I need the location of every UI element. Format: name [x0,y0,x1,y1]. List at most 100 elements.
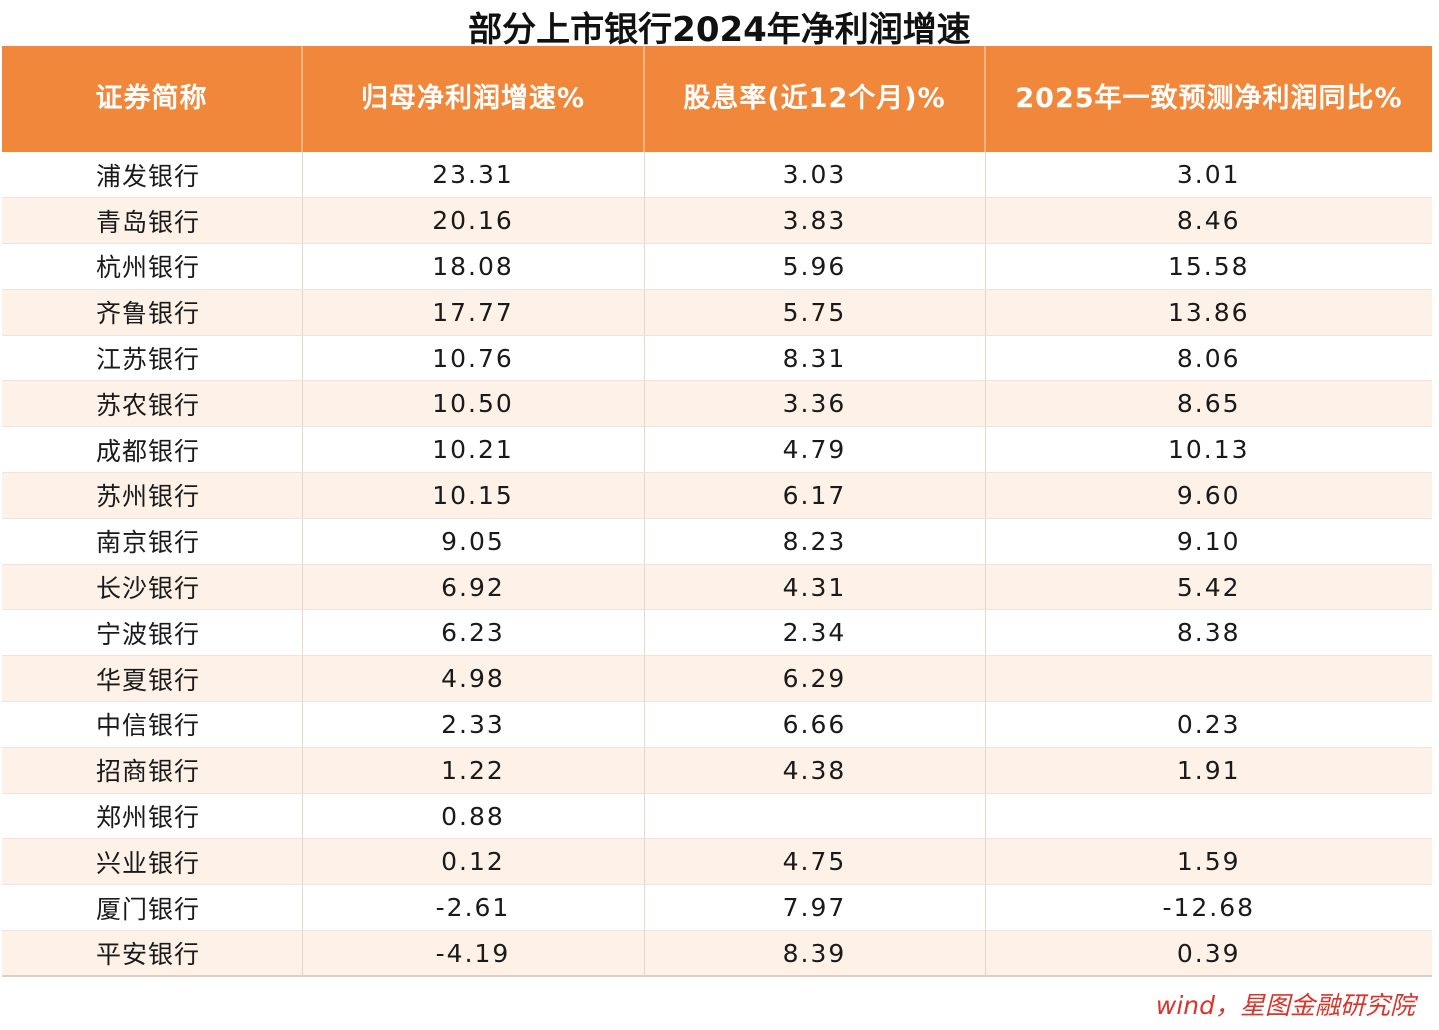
table-row: 齐鲁银行 17.77 5.75 13.86 [2,289,1432,336]
forecast-growth-cell: 8.06 [985,335,1432,382]
security-name-cell: 南京银行 [2,518,303,565]
forecast-growth-cell: 8.38 [985,609,1432,657]
profit-growth-cell: 10.21 [302,426,645,474]
table-body: 浦发银行 23.31 3.03 3.01 青岛银行 20.16 3.83 8.46 杭州银行 18… [2,152,1432,978]
dividend-yield-cell: 8.23 [644,518,986,565]
forecast-growth-cell: 8.46 [985,197,1432,245]
profit-growth-cell: 6.92 [302,564,645,611]
table-row: 杭州银行 18.08 5.96 15.58 [2,243,1432,290]
security-name-cell: 江苏银行 [2,335,303,382]
profit-growth-cell: 10.50 [302,380,645,428]
header-row: 证券简称 归母净利润增速% 股息率(近12个月)% 2025年一致预测净利润同比… [2,46,1432,152]
dividend-yield-cell: 4.79 [644,426,986,474]
forecast-growth-cell: 1.59 [985,838,1432,886]
forecast-growth-cell: 9.60 [985,472,1432,519]
table-row: 苏州银行 10.15 6.17 9.60 [2,472,1432,519]
column-header-security-name: 证券简称 [2,46,303,152]
table-row: 郑州银行 0.88 [2,793,1432,840]
security-name-cell: 成都银行 [2,426,303,474]
security-name-cell: 平安银行 [2,930,303,978]
forecast-growth-cell: 8.65 [985,380,1432,428]
profit-growth-cell: 20.16 [302,197,645,245]
table-row: 兴业银行 0.12 4.75 1.59 [2,838,1432,886]
table-row: 华夏银行 4.98 6.29 [2,655,1432,703]
profit-growth-cell: 0.88 [302,793,645,840]
dividend-yield-cell: 3.36 [644,380,986,428]
forecast-growth-cell: 0.23 [985,701,1432,748]
security-name-cell: 青岛银行 [2,197,303,245]
profit-growth-cell: 10.15 [302,472,645,519]
profit-growth-cell: 10.76 [302,335,645,382]
security-name-cell: 郑州银行 [2,793,303,840]
profit-growth-cell: 0.12 [302,838,645,886]
forecast-growth-cell [985,793,1432,840]
security-name-cell: 浦发银行 [2,152,303,199]
dividend-yield-cell: 7.97 [644,884,986,932]
table-row: 青岛银行 20.16 3.83 8.46 [2,197,1432,245]
column-header-2025-forecast: 2025年一致预测净利润同比% [985,46,1432,152]
security-name-cell: 齐鲁银行 [2,289,303,336]
table-row: 江苏银行 10.76 8.31 8.06 [2,335,1432,382]
table-row: 中信银行 2.33 6.66 0.23 [2,701,1432,748]
profit-growth-cell: 2.33 [302,701,645,748]
table-row: 长沙银行 6.92 4.31 5.42 [2,564,1432,611]
table-row: 宁波银行 6.23 2.34 8.38 [2,609,1432,657]
column-header-profit-growth: 归母净利润增速% [302,46,645,152]
table-row: 厦门银行 -2.61 7.97 -12.68 [2,884,1432,932]
dividend-yield-cell: 6.29 [644,655,986,703]
column-header-dividend-yield: 股息率(近12个月)% [644,46,986,152]
security-name-cell: 招商银行 [2,747,303,794]
forecast-growth-cell: 15.58 [985,243,1432,290]
security-name-cell: 长沙银行 [2,564,303,611]
profit-growth-cell: -4.19 [302,930,645,978]
profit-growth-cell: 4.98 [302,655,645,703]
table-row: 平安银行 -4.19 8.39 0.39 [2,930,1432,978]
profit-growth-cell: 23.31 [302,152,645,199]
dividend-yield-cell: 4.31 [644,564,986,611]
source-note: wind，星图金融研究院 [1155,991,1415,1020]
table-row: 南京银行 9.05 8.23 9.10 [2,518,1432,565]
bank-profit-table: 证券简称 归母净利润增速% 股息率(近12个月)% 2025年一致预测净利润同比… [2,46,1432,978]
security-name-cell: 兴业银行 [2,838,303,886]
forecast-growth-cell: 13.86 [985,289,1432,336]
security-name-cell: 苏州银行 [2,472,303,519]
forecast-growth-cell: 3.01 [985,152,1432,199]
security-name-cell: 华夏银行 [2,655,303,703]
dividend-yield-cell: 5.96 [644,243,986,290]
table-header: 证券简称 归母净利润增速% 股息率(近12个月)% 2025年一致预测净利润同比… [2,46,1432,152]
table-row: 浦发银行 23.31 3.03 3.01 [2,152,1432,199]
security-name-cell: 中信银行 [2,701,303,748]
table-row: 招商银行 1.22 4.38 1.91 [2,747,1432,794]
table-title: 部分上市银行2024年净利润增速 [468,10,971,50]
profit-growth-cell: 9.05 [302,518,645,565]
profit-growth-cell: 17.77 [302,289,645,336]
profit-growth-cell: 18.08 [302,243,645,290]
dividend-yield-cell: 2.34 [644,609,986,657]
security-name-cell: 杭州银行 [2,243,303,290]
table-row: 成都银行 10.21 4.79 10.13 [2,426,1432,474]
dividend-yield-cell: 6.17 [644,472,986,519]
security-name-cell: 苏农银行 [2,380,303,428]
dividend-yield-cell: 3.83 [644,197,986,245]
profit-growth-cell: 1.22 [302,747,645,794]
forecast-growth-cell [985,655,1432,703]
dividend-yield-cell: 5.75 [644,289,986,336]
security-name-cell: 厦门银行 [2,884,303,932]
security-name-cell: 宁波银行 [2,609,303,657]
forecast-growth-cell: 5.42 [985,564,1432,611]
dividend-yield-cell: 8.39 [644,930,986,978]
profit-growth-cell: 6.23 [302,609,645,657]
forecast-growth-cell: -12.68 [985,884,1432,932]
profit-growth-cell: -2.61 [302,884,645,932]
forecast-growth-cell: 10.13 [985,426,1432,474]
dividend-yield-cell: 3.03 [644,152,986,199]
forecast-growth-cell: 0.39 [985,930,1432,978]
dividend-yield-cell [644,793,986,840]
dividend-yield-cell: 8.31 [644,335,986,382]
forecast-growth-cell: 9.10 [985,518,1432,565]
forecast-growth-cell: 1.91 [985,747,1432,794]
dividend-yield-cell: 4.38 [644,747,986,794]
dividend-yield-cell: 6.66 [644,701,986,748]
table-row: 苏农银行 10.50 3.36 8.65 [2,380,1432,428]
dividend-yield-cell: 4.75 [644,838,986,886]
